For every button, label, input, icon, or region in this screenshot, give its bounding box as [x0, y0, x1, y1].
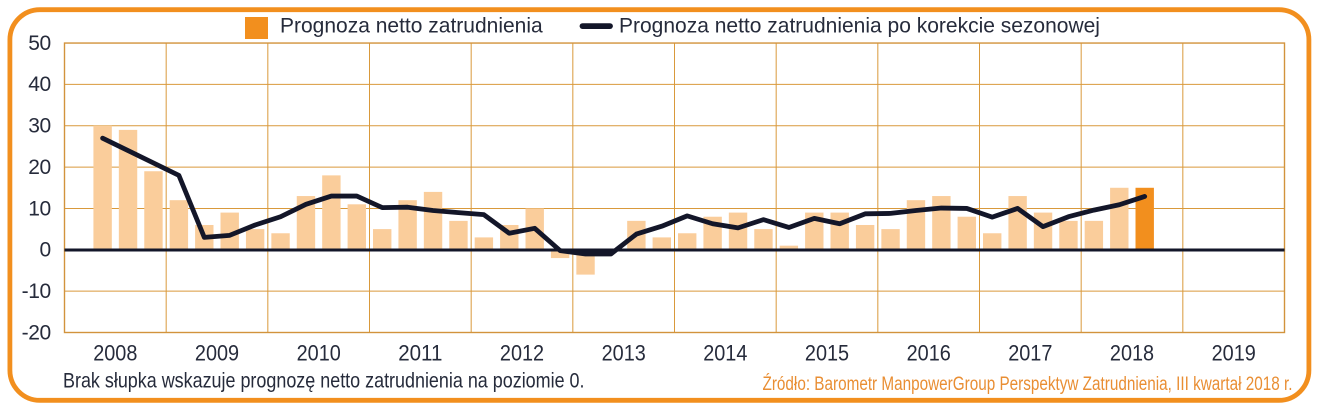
svg-text:2019: 2019 [1212, 340, 1256, 365]
svg-text:2011: 2011 [398, 340, 442, 365]
svg-text:40: 40 [28, 73, 51, 96]
svg-text:2009: 2009 [195, 340, 239, 365]
svg-text:Źródło: Barometr ManpowerGroup: Źródło: Barometr ManpowerGroup Perspekty… [763, 374, 1293, 395]
svg-text:2010: 2010 [297, 340, 341, 365]
svg-text:2014: 2014 [703, 340, 747, 365]
svg-text:2008: 2008 [93, 340, 137, 365]
svg-text:2015: 2015 [805, 340, 849, 365]
svg-text:50: 50 [28, 32, 51, 55]
svg-text:2013: 2013 [602, 340, 646, 365]
svg-text:2017: 2017 [1008, 340, 1052, 365]
svg-text:2012: 2012 [500, 340, 544, 365]
svg-text:Prognoza netto zatrudnienia: Prognoza netto zatrudnienia [280, 15, 543, 38]
svg-text:Brak słupka wskazuje prognozę: Brak słupka wskazuje prognozę netto zatr… [63, 370, 585, 393]
svg-text:-20: -20 [22, 321, 51, 344]
svg-text:-10: -10 [22, 280, 51, 303]
svg-text:2018: 2018 [1110, 340, 1154, 365]
svg-text:10: 10 [28, 197, 51, 220]
svg-text:Prognoza netto zatrudnienia po: Prognoza netto zatrudnienia po korekcie … [619, 15, 1100, 38]
svg-text:20: 20 [28, 156, 51, 179]
svg-text:30: 30 [28, 115, 51, 138]
svg-text:0: 0 [40, 239, 51, 262]
svg-text:2016: 2016 [907, 340, 951, 365]
